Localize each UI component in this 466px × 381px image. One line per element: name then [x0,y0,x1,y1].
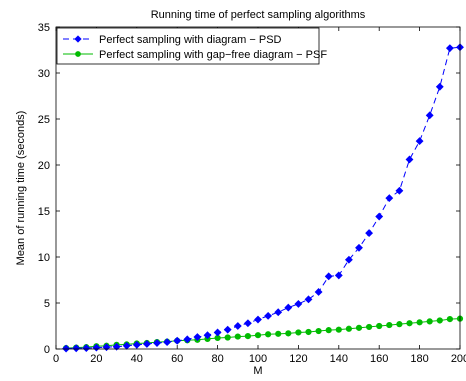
y-tick-label: 10 [38,252,50,264]
data-point [345,325,353,332]
data-point [405,155,414,164]
x-tick-label: 0 [53,353,59,365]
data-point [295,329,302,336]
data-point [233,322,242,330]
data-point [366,323,373,331]
y-tick-label: 25 [38,114,50,126]
data-point [203,331,212,340]
data-point [335,326,342,333]
series-layer [62,43,464,353]
x-tick-label: 160 [370,353,388,365]
data-point [294,299,303,308]
data-point [274,308,283,317]
x-tick-label: 180 [410,353,428,365]
data-point [244,333,251,340]
x-tick-label: 100 [249,353,267,365]
x-tick-label: 20 [90,353,102,365]
data-point [365,229,374,238]
data-point [284,303,293,312]
x-tick-label: 140 [330,353,348,365]
legend-item: Perfect sampling with gap−free diagram −… [63,49,327,61]
y-tick-label: 30 [38,68,50,80]
data-point [385,194,394,203]
data-point [234,333,241,340]
data-point [153,339,161,347]
data-point [426,318,433,325]
data-point [344,255,353,264]
data-point [265,331,272,338]
data-point [275,330,282,337]
data-point [334,271,343,280]
x-axis: 0 20 40 60 80 100 120 140 160 180 200 [53,27,466,365]
data-point [395,186,404,195]
data-point [415,137,424,146]
data-point [355,324,363,331]
data-point [82,344,91,353]
data-point [324,272,333,281]
data-point [445,44,454,53]
legend-marker [74,35,82,43]
data-point [264,311,273,320]
series-line [66,318,461,349]
legend-item: Perfect sampling with diagram − PSD [63,34,282,46]
data-point [436,317,443,324]
data-point [355,243,363,252]
legend: Perfect sampling with diagram − PSD Perfe… [56,27,327,65]
data-point [62,344,71,353]
data-point [193,333,202,341]
data-point [304,295,313,304]
x-axis-title: M [253,365,262,377]
x-tick-label: 40 [131,353,143,365]
data-point [446,316,454,323]
data-point [142,340,151,348]
data-point [425,111,434,120]
data-point [254,332,262,339]
data-point [416,319,423,326]
y-axis: 0 5 10 15 20 25 30 35 [38,22,460,356]
data-point [183,335,192,344]
y-tick-label: 15 [38,206,50,218]
data-point [396,321,403,328]
y-tick-label: 0 [44,344,50,356]
series-1 [62,43,464,353]
data-point [315,327,322,335]
data-point [285,330,292,337]
data-point [314,288,323,296]
legend-label: Perfect sampling with diagram − PSD [99,34,282,46]
data-point [435,82,444,91]
data-point [386,321,393,329]
legend-box [56,27,320,65]
legend-marker [75,51,81,57]
x-tick-label: 60 [171,353,183,365]
data-point [305,328,312,336]
data-point [132,340,141,349]
y-axis-title: Mean of running time (seconds) [15,111,27,266]
x-tick-label: 200 [451,353,466,365]
data-point [213,328,222,337]
y-tick-label: 5 [44,298,50,310]
data-point [325,327,332,334]
data-point [173,336,182,345]
chart-title: Running time of perfect sampling algorit… [151,9,366,21]
y-tick-label: 20 [38,160,50,172]
x-tick-label: 120 [289,353,307,365]
series-line [66,46,461,350]
data-point [224,334,231,341]
data-point [254,315,262,324]
data-point [376,322,383,330]
data-point [243,319,252,328]
data-point [223,325,232,334]
data-point [406,320,413,327]
data-point [112,342,121,351]
data-point [163,338,172,347]
data-point [72,344,81,353]
x-tick-label: 80 [211,353,223,365]
y-tick-label: 35 [38,22,50,34]
plot-frame [55,26,461,350]
legend-label: Perfect sampling with gap−free diagram −… [99,49,327,61]
data-point [375,212,384,221]
